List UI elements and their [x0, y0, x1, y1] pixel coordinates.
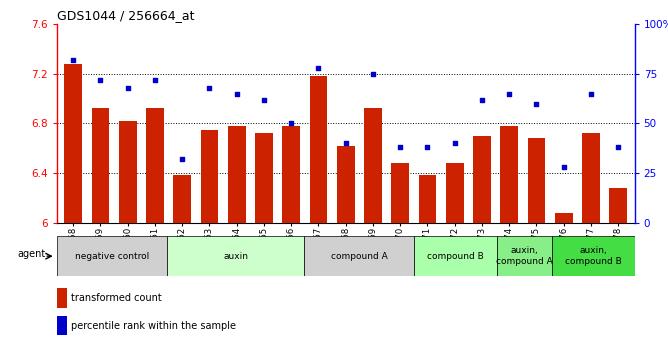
Bar [364, 108, 382, 223]
Point [286, 121, 297, 126]
Text: transformed count: transformed count [71, 293, 162, 303]
Bar [500, 126, 518, 223]
Bar [582, 133, 600, 223]
Point [504, 91, 514, 96]
Point [67, 57, 78, 63]
Point [367, 71, 378, 77]
Point [95, 77, 106, 82]
Text: agent: agent [17, 249, 45, 259]
Bar [255, 133, 273, 223]
Text: negative control: negative control [75, 252, 149, 261]
Point [395, 144, 405, 150]
Bar [528, 138, 545, 223]
Point [450, 140, 460, 146]
Bar [391, 163, 409, 223]
Text: auxin,
compound A: auxin, compound A [496, 246, 553, 266]
Point [150, 77, 160, 82]
Point [531, 101, 542, 106]
Bar [419, 175, 436, 223]
Bar [119, 121, 136, 223]
Bar [200, 129, 218, 223]
Bar [57, 288, 67, 308]
Bar [497, 236, 552, 276]
Bar [167, 236, 305, 276]
Point [122, 85, 133, 90]
Point [204, 85, 214, 90]
Bar [609, 188, 627, 223]
Bar [473, 136, 491, 223]
Bar [57, 316, 67, 335]
Bar [64, 64, 82, 223]
Bar [92, 108, 110, 223]
Point [177, 156, 188, 162]
Text: compound A: compound A [331, 252, 388, 261]
Text: auxin,
compound B: auxin, compound B [565, 246, 622, 266]
Point [231, 91, 242, 96]
Point [613, 144, 624, 150]
Bar [305, 236, 414, 276]
Bar [283, 126, 300, 223]
Bar [309, 76, 327, 223]
Text: percentile rank within the sample: percentile rank within the sample [71, 321, 236, 331]
Bar [446, 163, 464, 223]
Bar [146, 108, 164, 223]
Point [259, 97, 269, 102]
Point [586, 91, 597, 96]
Point [477, 97, 488, 102]
Point [558, 164, 569, 170]
Text: auxin: auxin [223, 252, 248, 261]
Bar [57, 236, 167, 276]
Text: GDS1044 / 256664_at: GDS1044 / 256664_at [57, 9, 194, 22]
Bar [228, 126, 246, 223]
Point [313, 65, 324, 71]
Bar [414, 236, 497, 276]
Bar [173, 175, 191, 223]
Point [422, 144, 433, 150]
Text: compound B: compound B [428, 252, 484, 261]
Point [341, 140, 351, 146]
Bar [337, 146, 355, 223]
Bar [552, 236, 635, 276]
Bar [555, 213, 572, 223]
